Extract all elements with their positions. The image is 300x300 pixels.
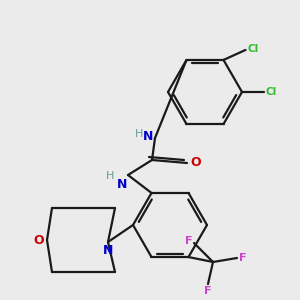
Text: F: F [185,236,193,246]
Text: Cl: Cl [248,44,259,54]
Text: O: O [33,233,44,247]
Text: H: H [106,171,114,181]
Text: F: F [204,286,212,296]
Text: N: N [142,130,153,143]
Text: H: H [135,129,143,139]
Text: O: O [190,157,201,169]
Text: N: N [117,178,127,191]
Text: Cl: Cl [266,87,277,97]
Text: F: F [239,253,247,263]
Text: N: N [103,244,113,257]
